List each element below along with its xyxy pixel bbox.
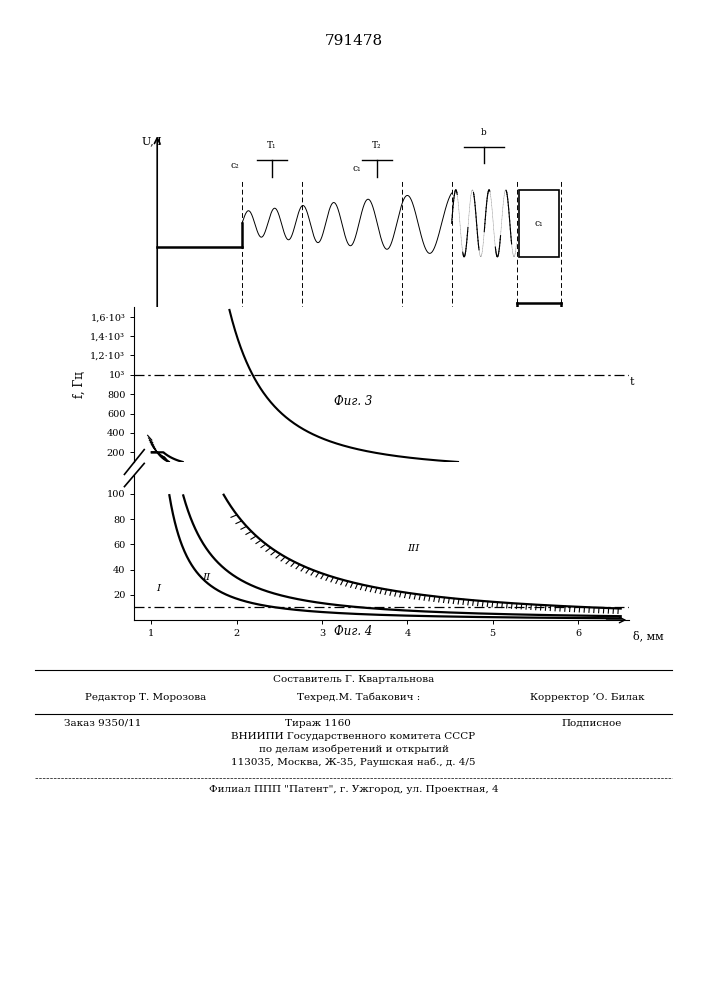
Text: t: t <box>624 383 629 392</box>
Text: i: i <box>515 383 518 392</box>
Text: III: III <box>407 544 420 553</box>
Text: t: t <box>629 377 633 387</box>
Text: 791478: 791478 <box>325 34 382 48</box>
Text: Составитель Г. Квартальнова: Составитель Г. Квартальнова <box>273 675 434 684</box>
Text: Техред.М. Табакович :: Техред.М. Табакович : <box>297 692 420 702</box>
Text: tᵤ: tᵤ <box>378 346 386 355</box>
Y-axis label: f, Гц: f, Гц <box>73 371 86 398</box>
Text: Редактор Т. Морозова: Редактор Т. Морозова <box>85 693 206 702</box>
Text: U, I: U, I <box>142 137 162 147</box>
Text: T₂: T₂ <box>372 141 382 150</box>
Text: ŋ: ŋ <box>559 383 564 392</box>
Bar <box>519 190 559 257</box>
Text: c₂: c₂ <box>230 161 239 170</box>
Text: Фиг. 4: Фиг. 4 <box>334 625 373 638</box>
Text: T₁: T₁ <box>267 141 276 150</box>
Text: Корректор ’О. Билак: Корректор ’О. Билак <box>530 693 645 702</box>
Text: Фиг. 3: Фиг. 3 <box>334 395 373 408</box>
Text: Филиал ППП "Патент", г. Ужгород, ул. Проектная, 4: Филиал ППП "Патент", г. Ужгород, ул. Про… <box>209 785 498 794</box>
Text: δ, мм: δ, мм <box>633 630 664 641</box>
Text: 113035, Москва, Ж-35, Раушская наб., д. 4/5: 113035, Москва, Ж-35, Раушская наб., д. … <box>231 758 476 767</box>
Text: c₁: c₁ <box>534 219 543 228</box>
Text: Подписное: Подписное <box>562 719 622 728</box>
Text: b: b <box>299 383 305 392</box>
Text: II: II <box>203 573 211 582</box>
Text: c₁: c₁ <box>353 164 361 173</box>
Text: по делам изобретений и открытий: по делам изобретений и открытий <box>259 744 448 754</box>
Text: a: a <box>240 383 245 392</box>
Text: ℓ: ℓ <box>399 383 404 392</box>
Text: Заказ 9350/11: Заказ 9350/11 <box>64 719 141 728</box>
Text: ВНИИПИ Государственного комитета СССР: ВНИИПИ Государственного комитета СССР <box>231 732 476 741</box>
Text: b: b <box>481 128 487 137</box>
Text: Тираж 1160: Тираж 1160 <box>285 719 351 728</box>
Text: I: I <box>156 584 160 593</box>
